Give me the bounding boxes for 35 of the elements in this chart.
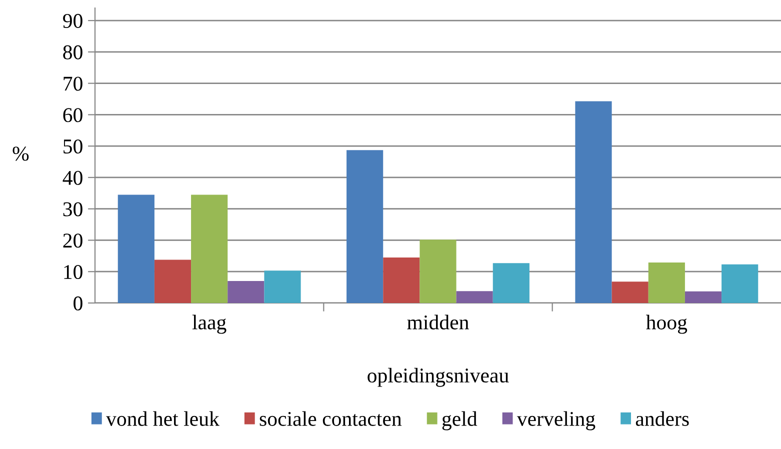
bar <box>264 270 301 303</box>
bar <box>456 291 493 303</box>
y-tick-label: 80 <box>63 45 82 60</box>
bar <box>684 291 722 303</box>
x-tick-label: midden <box>407 314 469 330</box>
legend-label: verveling <box>516 411 596 430</box>
y-axis-title: % <box>12 146 29 161</box>
bar <box>722 264 758 303</box>
y-tick-label: 40 <box>62 170 82 185</box>
y-tick-label: 10 <box>64 264 82 280</box>
y-tick-label: 50 <box>64 139 82 154</box>
bar <box>492 263 530 303</box>
y-tick-label: 60 <box>63 108 82 122</box>
bar <box>612 282 648 303</box>
bar <box>228 281 264 303</box>
y-tick-label: 90 <box>63 14 82 28</box>
y-tick-label: 30 <box>63 202 82 216</box>
x-axis-title: opleidingsniveau <box>368 368 509 387</box>
y-tick-label: 20 <box>63 234 82 248</box>
legend-label: geld <box>442 411 478 430</box>
bar <box>346 150 384 303</box>
bar <box>118 194 154 303</box>
x-tick-label: hoog <box>646 314 688 334</box>
legend-label: vond het leuk <box>106 411 220 426</box>
bar <box>383 257 420 303</box>
bar <box>154 260 192 303</box>
bar <box>191 194 228 303</box>
y-tick-label: 0 <box>74 296 82 310</box>
legend-label: sociale contacten <box>260 411 402 426</box>
y-tick-label: 70 <box>64 76 82 91</box>
bar <box>648 262 685 303</box>
bar <box>575 101 612 303</box>
legend-label: anders <box>636 411 689 426</box>
bar <box>420 240 456 303</box>
x-tick-label: laag <box>192 314 226 334</box>
